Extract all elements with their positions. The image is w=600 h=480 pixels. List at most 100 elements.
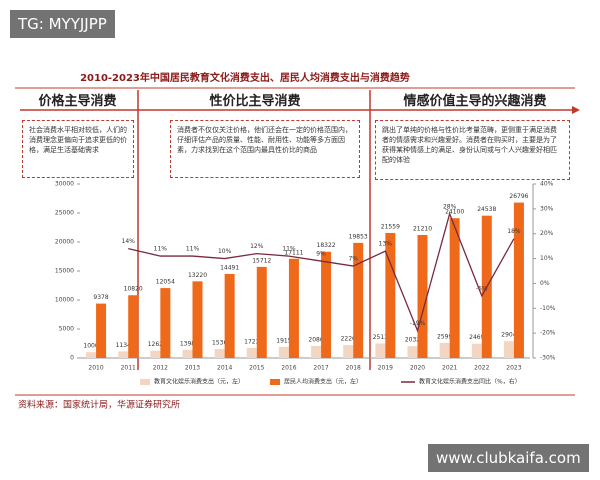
bar-label: 17111 <box>284 249 303 256</box>
line-label: 12% <box>250 243 264 250</box>
section-title: 性价比主导消费 <box>209 94 301 109</box>
bar <box>417 234 428 358</box>
legend-swatch <box>270 379 280 385</box>
bar <box>214 349 225 358</box>
legend-label: 居民人均消费支出（元，左） <box>284 378 362 386</box>
bar-label: 2904 <box>501 332 516 339</box>
x-tick-label: 2021 <box>442 365 457 372</box>
bar <box>449 218 460 358</box>
y2-tick-label: 40% <box>540 181 554 188</box>
line-label: 14% <box>122 238 136 245</box>
y-tick-label: 0 <box>70 355 74 362</box>
bar <box>96 303 107 358</box>
line-label: 10% <box>218 248 232 255</box>
line-label: 18% <box>507 228 521 235</box>
bar <box>128 295 139 358</box>
bar <box>192 281 203 358</box>
y2-tick-label: 10% <box>540 255 554 262</box>
x-tick-label: 2011 <box>121 365 136 372</box>
bar <box>246 348 257 358</box>
x-tick-label: 2023 <box>506 365 521 372</box>
line-label: 7% <box>348 256 358 263</box>
bar-label: 2086 <box>308 336 323 343</box>
bar-label: 1536 <box>212 340 227 347</box>
bar-label: 21559 <box>381 223 400 230</box>
line-label: 11% <box>282 246 296 253</box>
x-tick-label: 2018 <box>346 365 361 372</box>
bar <box>160 288 171 358</box>
y2-tick-label: 0% <box>540 280 550 287</box>
bar-label: 1915 <box>276 337 291 344</box>
bar <box>343 345 354 358</box>
bar-label: 2226 <box>341 336 356 343</box>
watermark: www.clubkaifa.com <box>428 444 589 472</box>
bar-label: 14491 <box>220 264 239 271</box>
bar-label: 1134 <box>116 342 131 349</box>
bar <box>503 341 514 358</box>
section-text: 消费者不仅仅关注价格，他们还会在一定的价格范围内，仔细评估产品的质量、性能、耐用… <box>170 120 360 178</box>
chart-title: 2010-2023年中国居民教育文化消费支出、居民人均消费支出与消费趋势 <box>80 71 410 84</box>
bar-label: 24100 <box>445 209 464 216</box>
bar-label: 21210 <box>413 225 432 232</box>
x-tick-label: 2020 <box>410 365 425 372</box>
section-text: 社会消费水平相对较低，人们的消费理念更偏向于追求更低的价格，满足生活基础需求 <box>22 120 134 178</box>
bar-label: 19853 <box>349 233 368 240</box>
bar-label: 1398 <box>180 340 195 347</box>
bar <box>439 342 450 358</box>
y2-tick-label: 20% <box>540 230 554 237</box>
y2-tick-label: -20% <box>540 330 556 337</box>
line-label: 28% <box>443 203 457 210</box>
section-title: 价格主导消费 <box>38 94 117 109</box>
bar-label: 24538 <box>477 206 496 213</box>
line-label: 9% <box>316 251 326 258</box>
bar <box>288 258 299 358</box>
bar <box>256 266 267 358</box>
bar <box>471 343 482 358</box>
legend-swatch <box>140 379 150 385</box>
x-tick-label: 2014 <box>217 365 232 372</box>
x-tick-label: 2019 <box>378 365 393 372</box>
bar-label: 26796 <box>509 193 528 200</box>
x-tick-label: 2017 <box>313 365 328 372</box>
bar <box>118 351 129 358</box>
bar-label: 1000 <box>83 343 98 350</box>
bar <box>407 346 418 358</box>
bar-label: 9378 <box>93 294 108 301</box>
line-label: 11% <box>186 246 200 253</box>
bar <box>278 346 289 358</box>
bar <box>375 343 386 358</box>
section-title: 情感价值主导的兴趣消费 <box>403 94 547 109</box>
bar-label: 2032 <box>405 337 420 344</box>
y2-tick-label: 30% <box>540 205 554 212</box>
bar <box>513 202 524 358</box>
line <box>128 211 515 333</box>
legend-label: 教育文化娱乐消费支出（元，左） <box>154 378 244 386</box>
x-tick-label: 2010 <box>88 365 103 372</box>
bar-label: 2513 <box>373 334 388 341</box>
bar-label: 12054 <box>156 279 175 286</box>
bar <box>321 251 332 358</box>
y-tick-label: 30000 <box>55 181 74 188</box>
bar <box>385 232 396 358</box>
x-tick-label: 2012 <box>153 365 168 372</box>
bar <box>86 352 97 358</box>
bar <box>150 350 161 358</box>
line-label: 11% <box>154 246 168 253</box>
y-tick-label: 25000 <box>55 210 74 217</box>
legend-label: 教育文化娱乐消费支出同比（%，右） <box>419 378 521 386</box>
x-tick-label: 2015 <box>249 365 264 372</box>
bar-label: 1723 <box>244 339 259 346</box>
y-tick-label: 5000 <box>59 326 74 333</box>
bar-label: 10820 <box>124 286 143 293</box>
bar <box>311 345 322 358</box>
bar-label: 13220 <box>188 272 207 279</box>
bar-label: 2469 <box>469 334 484 341</box>
source: 资料来源：国家统计局，华源证券研究所 <box>18 399 180 411</box>
bar <box>224 273 235 358</box>
line-label: -19% <box>410 320 426 327</box>
x-tick-label: 2022 <box>474 365 489 372</box>
line-label: 13% <box>379 241 393 248</box>
y2-tick-label: -30% <box>540 355 556 362</box>
